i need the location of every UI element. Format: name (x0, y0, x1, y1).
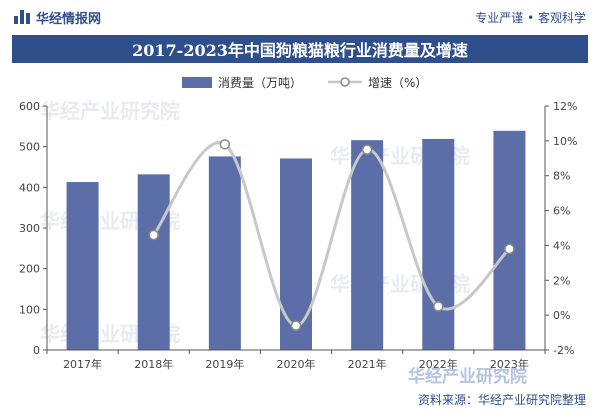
legend-line-marker (340, 77, 350, 87)
right-tick-label: 2% (553, 274, 570, 287)
brand-name: 华经情报网 (36, 11, 102, 27)
left-tick-label: 400 (19, 181, 40, 194)
right-tick-label: 0% (553, 309, 570, 322)
x-tick-label: 2021年 (348, 357, 387, 371)
slogan: 专业严谨 • 客观科学 (475, 10, 586, 25)
bar (66, 182, 99, 350)
legend-bar-label: 消费量（万吨） (218, 76, 302, 90)
x-tick-label: 2017年 (63, 357, 102, 371)
right-tick-label: 4% (553, 239, 570, 252)
legend: 消费量（万吨） 增速（%） (182, 76, 427, 90)
bar (208, 156, 241, 350)
right-tick-label: 8% (553, 170, 570, 183)
x-tick-label: 2019年 (205, 357, 244, 371)
axes: 0 100 200 300 400 500 600 -2% 0% 2% 4% 6% 8% 10% 12% 20… (19, 100, 577, 371)
page-header: 华经情报网 专业严谨 • 客观科学 (0, 0, 600, 34)
left-tick-label: 0 (33, 344, 40, 357)
line-point (290, 320, 302, 331)
line-point (361, 144, 373, 155)
line-series (148, 139, 515, 331)
bar-series (66, 130, 526, 350)
x-tick-label: 2020年 (277, 357, 316, 371)
brand[interactable]: 华经情报网 (14, 8, 101, 27)
line-point (148, 229, 159, 241)
corner-watermark: 华经产业研究院 (408, 367, 527, 387)
line-point (433, 301, 444, 312)
bar (493, 130, 526, 350)
source-note: 资料来源：华经产业研究院整理 (417, 393, 586, 407)
bar (351, 140, 384, 350)
right-tick-label: 6% (553, 205, 570, 218)
line-point (504, 243, 515, 255)
left-tick-label: 500 (19, 141, 40, 154)
chart-title: 2017-2023年中国狗粮猫粮行业消费量及增速 (132, 41, 468, 60)
bar (422, 138, 455, 350)
left-tick-label: 600 (19, 100, 40, 113)
left-tick-label: 300 (19, 222, 40, 235)
brand-logo-icon (14, 10, 30, 24)
legend-bar-swatch (182, 77, 212, 88)
chart-title-bar: 2017-2023年中国狗粮猫粮行业消费量及增速 (12, 35, 588, 63)
bar (137, 174, 170, 350)
x-tick-label: 2023年 (490, 357, 529, 371)
legend-line-label: 增速（%） (368, 76, 427, 90)
right-tick-label: -2% (553, 344, 574, 357)
x-tick-label: 2022年 (419, 357, 458, 371)
x-tick-label: 2018年 (134, 357, 173, 371)
right-tick-label: 10% (553, 135, 577, 148)
right-tick-label: 12% (553, 100, 577, 113)
line-point (219, 139, 231, 150)
left-tick-label: 200 (19, 263, 40, 276)
growth-line (152, 141, 511, 328)
left-tick-label: 100 (19, 303, 40, 316)
